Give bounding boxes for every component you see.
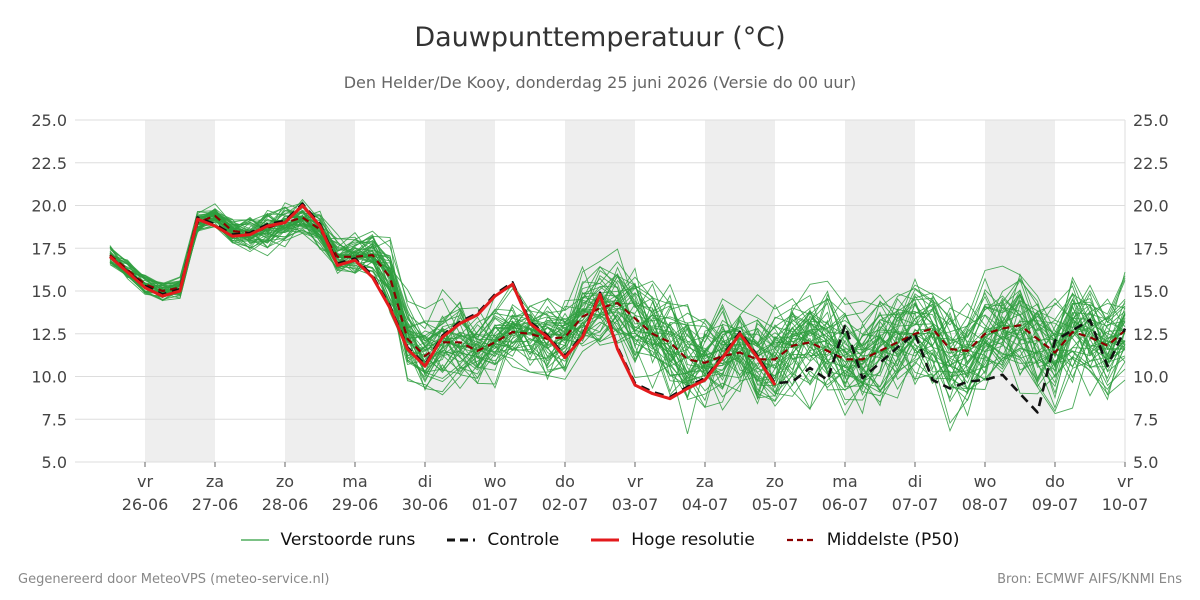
x-tick-day-4: di — [418, 472, 433, 491]
x-tick-date-5: 01-07 — [472, 495, 519, 514]
x-tick-day-2: zo — [276, 472, 294, 491]
series-median — [109, 214, 1126, 364]
x-tick-day-10: ma — [832, 472, 857, 491]
perturbed-run-27 — [109, 215, 1126, 402]
y-tick-right-3: 12.5 — [1133, 325, 1169, 344]
legend-swatch-highres — [591, 538, 620, 542]
y-tick-right-5: 17.5 — [1133, 239, 1169, 258]
perturbed-run-33 — [109, 208, 1126, 397]
perturbed-run-45 — [109, 209, 1126, 415]
perturbed-run-39 — [109, 206, 1126, 399]
x-tick-date-8: 04-07 — [682, 495, 729, 514]
x-axis: vr 26-06 za 27-06 zo 28-06 ma 29-06 di 30-06 wo 01-… — [122, 462, 1149, 514]
perturbed-run-31 — [109, 211, 1126, 393]
legend-item-control: Controle — [447, 530, 559, 550]
legend: Verstoorde runs Controle Hoge resolutie … — [0, 530, 1200, 550]
y-tick-right-8: 25.0 — [1133, 111, 1169, 130]
main-series — [109, 202, 1127, 414]
perturbed-run-46 — [109, 210, 1126, 407]
perturbed-run-30 — [109, 211, 1126, 403]
chart-title: Dauwpunttemperatuur (°C) — [414, 22, 786, 53]
x-tick-date-11: 07-07 — [892, 495, 939, 514]
perturbed-run-26 — [109, 218, 1126, 392]
x-tick-date-2: 28-06 — [262, 495, 309, 514]
x-tick-day-5: wo — [484, 472, 507, 491]
x-tick-date-12: 08-07 — [962, 495, 1009, 514]
x-tick-day-1: za — [206, 472, 224, 491]
x-tick-day-13: do — [1045, 472, 1065, 491]
y-tick-left-6: 20.0 — [31, 197, 67, 216]
legend-label-median: Middelste (P50) — [826, 530, 960, 550]
y-tick-left-1: 7.5 — [42, 410, 67, 429]
y-tick-right-6: 20.0 — [1133, 197, 1169, 216]
y-tick-left-5: 17.5 — [31, 239, 67, 258]
legend-swatch-control — [447, 538, 476, 542]
gridlines — [75, 119, 1126, 463]
x-tick-day-11: di — [908, 472, 923, 491]
x-tick-date-10: 06-07 — [822, 495, 869, 514]
x-tick-date-4: 30-06 — [402, 495, 449, 514]
series-highres — [109, 204, 777, 401]
x-tick-day-7: vr — [627, 472, 643, 491]
x-tick-day-12: wo — [974, 472, 997, 491]
legend-label-perturbed: Verstoorde runs — [280, 530, 416, 550]
x-tick-day-14: vr — [1117, 472, 1133, 491]
legend-item-highres: Hoge resolutie — [591, 530, 755, 550]
x-tick-date-6: 02-07 — [542, 495, 589, 514]
footer-source: Bron: ECMWF AIFS/KNMI Ens — [997, 572, 1182, 587]
y-tick-left-2: 10.0 — [31, 368, 67, 387]
perturbed-run-44 — [109, 208, 1126, 425]
chart-subtitle: Den Helder/De Kooy, donderdag 25 juni 20… — [343, 73, 857, 92]
y-tick-left-3: 12.5 — [31, 325, 67, 344]
perturbed-run-47 — [109, 220, 1126, 392]
x-tick-date-3: 29-06 — [332, 495, 379, 514]
footer-credit: Gegenereerd door MeteoVPS (meteo-service… — [18, 572, 330, 587]
y-axis-right: 5.0 7.5 10.0 12.5 15.0 17.5 20.0 22.5 25.0 — [1133, 111, 1169, 472]
x-tick-day-9: zo — [766, 472, 784, 491]
y-tick-left-0: 5.0 — [42, 453, 67, 472]
y-tick-right-2: 10.0 — [1133, 368, 1169, 387]
y-tick-right-0: 5.0 — [1133, 453, 1158, 472]
x-tick-date-9: 05-07 — [752, 495, 799, 514]
y-tick-right-7: 22.5 — [1133, 154, 1169, 173]
y-tick-left-7: 22.5 — [31, 154, 67, 173]
x-tick-date-7: 03-07 — [612, 495, 659, 514]
y-tick-left-8: 25.0 — [31, 111, 67, 130]
x-tick-date-14: 10-07 — [1102, 495, 1149, 514]
x-tick-day-0: vr — [137, 472, 153, 491]
x-tick-day-8: za — [696, 472, 714, 491]
x-tick-date-1: 27-06 — [192, 495, 239, 514]
y-tick-left-4: 15.0 — [31, 282, 67, 301]
perturbed-run-48 — [109, 219, 1126, 390]
legend-item-perturbed: Verstoorde runs — [240, 530, 416, 550]
x-tick-day-6: do — [555, 472, 575, 491]
y-axis-left: 5.0 7.5 10.0 12.5 15.0 17.5 20.0 22.5 25.0 — [31, 111, 67, 472]
y-tick-right-1: 7.5 — [1133, 410, 1158, 429]
perturbed-run-35 — [109, 206, 1126, 388]
legend-item-median: Middelste (P50) — [786, 530, 960, 550]
x-tick-day-3: ma — [342, 472, 367, 491]
legend-swatch-median — [786, 538, 815, 542]
x-tick-date-0: 26-06 — [122, 495, 169, 514]
x-tick-date-13: 09-07 — [1032, 495, 1079, 514]
y-tick-right-4: 15.0 — [1133, 282, 1169, 301]
perturbed-run-37 — [109, 212, 1126, 401]
legend-swatch-perturbed — [240, 539, 269, 541]
legend-label-control: Controle — [487, 530, 560, 550]
perturbed-run-36 — [109, 206, 1126, 402]
legend-label-highres: Hoge resolutie — [631, 530, 755, 550]
